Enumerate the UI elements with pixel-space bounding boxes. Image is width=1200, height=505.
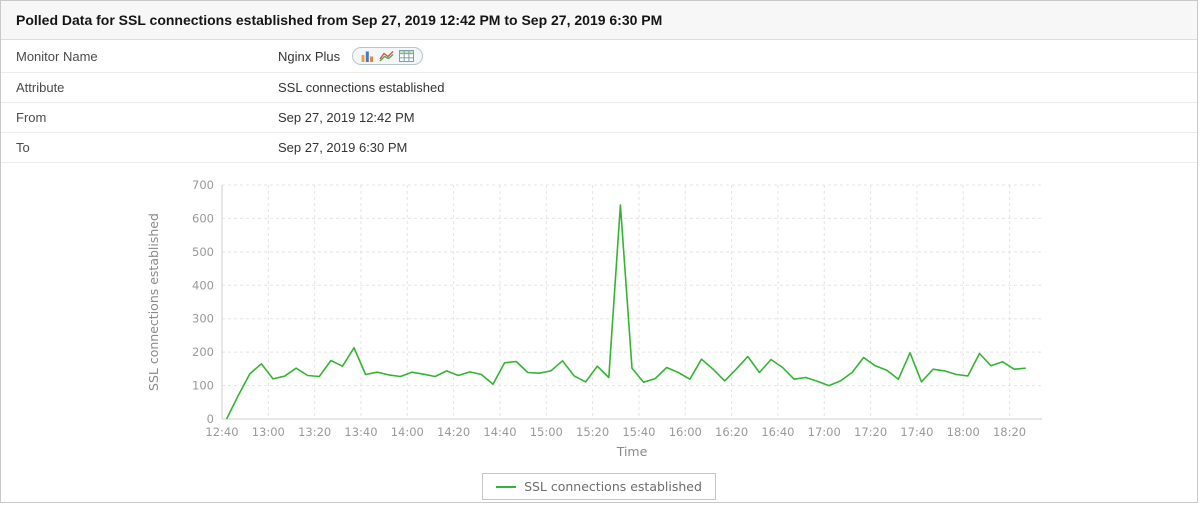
chart-area: 12:40 13:00 13:20 13:40 14:00 14:20 14:40 15:00… (1, 163, 1197, 500)
row-label: To (16, 140, 30, 155)
svg-text:SSL connections established: SSL connections established (146, 213, 161, 391)
row-label: From (16, 110, 47, 125)
legend-label: SSL connections established (524, 479, 702, 494)
svg-text:700: 700 (192, 178, 214, 192)
svg-text:17:00: 17:00 (808, 425, 841, 439)
line-chart-icon[interactable] (379, 50, 394, 62)
row-value: Nginx Plus (278, 47, 424, 65)
row-value: SSL connections established (278, 80, 445, 95)
svg-text:18:00: 18:00 (947, 425, 980, 439)
row-label: Attribute (16, 80, 65, 95)
bar-chart-icon[interactable] (361, 50, 374, 62)
row-label: Monitor Name (16, 48, 98, 64)
svg-text:300: 300 (192, 312, 214, 326)
svg-text:18:20: 18:20 (993, 425, 1026, 439)
svg-text:15:00: 15:00 (530, 425, 563, 439)
svg-text:13:40: 13:40 (344, 425, 377, 439)
svg-text:16:40: 16:40 (761, 425, 794, 439)
svg-text:14:00: 14:00 (391, 425, 424, 439)
svg-text:16:00: 16:00 (669, 425, 702, 439)
svg-text:15:20: 15:20 (576, 425, 609, 439)
row-value: Sep 27, 2019 12:42 PM (278, 110, 415, 125)
table-row-monitor-name: Monitor Name Nginx Plus (1, 40, 1197, 73)
chart-type-icon-group[interactable] (352, 47, 424, 65)
monitor-name-value: Nginx Plus (278, 48, 341, 64)
svg-text:500: 500 (192, 245, 214, 259)
report-header: Polled Data for SSL connections establis… (1, 1, 1197, 40)
svg-text:600: 600 (192, 211, 214, 225)
svg-text:14:40: 14:40 (483, 425, 516, 439)
svg-text:0: 0 (207, 412, 214, 426)
svg-text:Time: Time (616, 444, 648, 459)
svg-text:15:40: 15:40 (622, 425, 655, 439)
table-row-attribute: Attribute SSL connections established (1, 73, 1197, 103)
svg-text:13:20: 13:20 (298, 425, 331, 439)
svg-text:100: 100 (192, 379, 214, 393)
legend-line-sample (496, 485, 517, 488)
row-value: Sep 27, 2019 6:30 PM (278, 140, 408, 155)
table-row-to: To Sep 27, 2019 6:30 PM (1, 133, 1197, 163)
svg-text:400: 400 (192, 278, 214, 292)
svg-text:14:20: 14:20 (437, 425, 470, 439)
svg-text:12:40: 12:40 (205, 425, 238, 439)
svg-text:200: 200 (192, 345, 214, 359)
svg-text:17:40: 17:40 (900, 425, 933, 439)
svg-text:13:00: 13:00 (252, 425, 285, 439)
svg-text:16:20: 16:20 (715, 425, 748, 439)
ssl-line-chart: 12:40 13:00 13:20 13:40 14:00 14:20 14:40 15:00… (146, 178, 1042, 459)
chart-legend[interactable]: SSL connections established (482, 473, 716, 500)
page-title: Polled Data for SSL connections establis… (16, 12, 663, 28)
table-row-from: From Sep 27, 2019 12:42 PM (1, 103, 1197, 133)
table-view-icon[interactable] (399, 50, 415, 62)
svg-text:17:20: 17:20 (854, 425, 887, 439)
